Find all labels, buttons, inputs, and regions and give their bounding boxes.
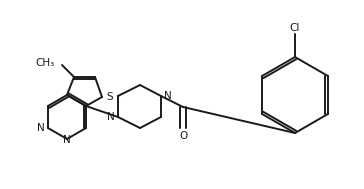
Text: N: N xyxy=(107,112,115,122)
Text: Cl: Cl xyxy=(290,23,300,33)
Text: S: S xyxy=(107,92,113,102)
Text: N: N xyxy=(164,91,172,101)
Text: CH₃: CH₃ xyxy=(36,58,55,68)
Text: O: O xyxy=(179,131,187,141)
Text: N: N xyxy=(63,135,71,145)
Text: N: N xyxy=(37,123,45,133)
